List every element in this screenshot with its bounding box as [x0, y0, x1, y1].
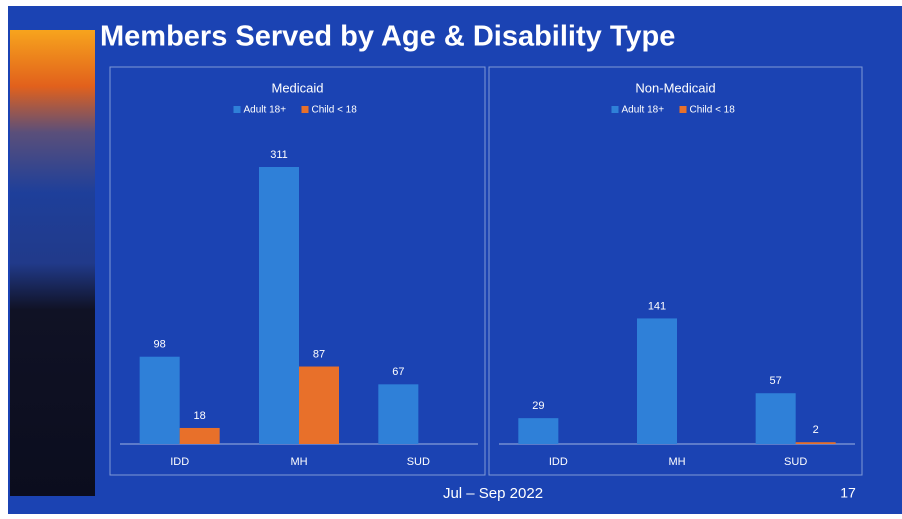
- legend-swatch: [301, 106, 309, 113]
- bar: [259, 167, 299, 444]
- value-label: 98: [154, 339, 166, 351]
- legend-swatch: [679, 106, 687, 113]
- legend-swatch: [233, 106, 241, 113]
- value-label: 2: [813, 424, 819, 436]
- x-tick-label: IDD: [549, 456, 568, 468]
- value-label: 67: [392, 366, 404, 378]
- x-tick-label: MH: [290, 456, 307, 468]
- x-tick-label: IDD: [170, 456, 189, 468]
- chart-panel: [488, 66, 863, 476]
- bar: [795, 442, 836, 444]
- chart-title: Medicaid: [271, 80, 323, 95]
- chart-title: Non-Medicaid: [635, 80, 715, 95]
- chart-panel: [109, 66, 486, 476]
- bar: [179, 427, 220, 444]
- value-label: 18: [194, 410, 206, 422]
- x-tick-label: SUD: [407, 456, 430, 468]
- value-label: 311: [270, 149, 288, 161]
- slide-title: Members Served by Age & Disability Type: [100, 21, 675, 53]
- bar: [299, 366, 339, 444]
- bar: [139, 356, 180, 444]
- value-label: 29: [532, 400, 544, 412]
- decor-strip: [10, 30, 95, 496]
- legend-label: Child < 18: [312, 105, 358, 116]
- value-label: 87: [313, 348, 325, 360]
- value-label: 141: [648, 300, 666, 312]
- legend-label: Adult 18+: [244, 105, 287, 116]
- page-number: 17: [840, 485, 856, 501]
- bar: [637, 318, 677, 444]
- bar: [518, 418, 559, 444]
- legend-label: Adult 18+: [622, 105, 665, 116]
- x-tick-label: SUD: [784, 456, 807, 468]
- bar: [378, 384, 419, 444]
- x-tick-label: MH: [668, 456, 685, 468]
- date-range: Jul – Sep 2022: [443, 485, 543, 502]
- bar: [755, 393, 796, 444]
- legend-label: Child < 18: [690, 105, 736, 116]
- value-label: 57: [770, 375, 782, 387]
- legend-swatch: [611, 106, 619, 113]
